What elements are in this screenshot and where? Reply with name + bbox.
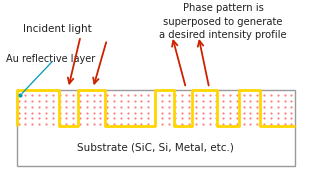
FancyBboxPatch shape [17,90,294,166]
Text: Phase pattern is
superposed to generate
a desired intensity profile: Phase pattern is superposed to generate … [159,3,287,40]
Text: Substrate (SiC, Si, Metal, etc.): Substrate (SiC, Si, Metal, etc.) [77,143,234,153]
Text: Incident light: Incident light [23,24,92,34]
Text: Au reflective layer: Au reflective layer [6,54,95,64]
